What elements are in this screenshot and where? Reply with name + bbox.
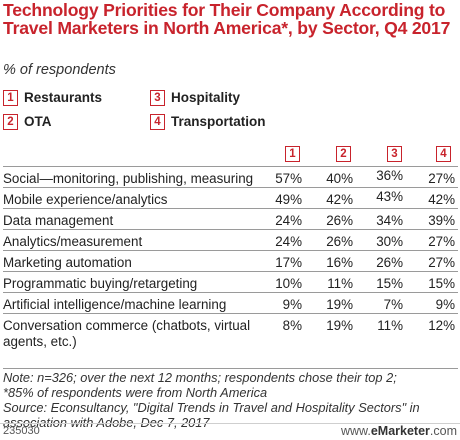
row-label: Analytics/measurement bbox=[3, 234, 143, 249]
table-row: Data management 24% 26% 34% 39% bbox=[3, 208, 458, 230]
source-line: association with Adobe, Dec 7, 2017 bbox=[3, 415, 210, 430]
row-label: Data management bbox=[3, 213, 114, 228]
value-cell: 9% bbox=[282, 297, 302, 312]
legend-number: 3 bbox=[150, 90, 165, 107]
table-row: Social—monitoring, publishing, measuring… bbox=[3, 166, 458, 188]
legend-item-hospitality: 3 Hospitality bbox=[150, 90, 241, 107]
value-cell: 26% bbox=[376, 255, 403, 270]
value-cell: 39% bbox=[428, 213, 455, 228]
value-cell: 19% bbox=[326, 318, 353, 333]
value-cell: 42% bbox=[428, 192, 455, 207]
legend-item-transportation: 4 Transportation bbox=[150, 114, 266, 131]
table-row: Artificial intelligence/machine learning… bbox=[3, 292, 458, 314]
column-header-1: 1 bbox=[285, 146, 300, 162]
column-header-2: 2 bbox=[336, 146, 351, 162]
table-row: Conversation commerce (chatbots, virtual… bbox=[3, 313, 458, 364]
value-cell: 30% bbox=[376, 234, 403, 249]
value-cell: 11% bbox=[377, 318, 403, 333]
value-cell: 16% bbox=[326, 255, 353, 270]
legend-number: 2 bbox=[3, 114, 18, 131]
row-label: Programmatic buying/retargeting bbox=[3, 276, 198, 291]
row-label: Marketing automation bbox=[3, 255, 132, 270]
column-header-3: 3 bbox=[387, 146, 402, 162]
value-cell: 19% bbox=[326, 297, 353, 312]
row-label: Mobile experience/analytics bbox=[3, 192, 168, 207]
source-line: Source: Econsultancy, "Digital Trends in… bbox=[3, 400, 420, 415]
value-cell: 36% bbox=[376, 168, 403, 183]
value-cell: 34% bbox=[376, 213, 403, 228]
column-header-4: 4 bbox=[436, 146, 451, 162]
value-cell: 26% bbox=[326, 213, 353, 228]
value-cell: 11% bbox=[327, 276, 353, 291]
note-line: Note: n=326; over the next 12 months; re… bbox=[3, 370, 397, 385]
row-label: Artificial intelligence/machine learning bbox=[3, 297, 227, 312]
legend-item-ota: 2 OTA bbox=[3, 114, 52, 131]
value-cell: 40% bbox=[326, 171, 353, 186]
table-row: Analytics/measurement 24% 26% 30% 27% bbox=[3, 229, 458, 251]
chart-notes: Note: n=326; over the next 12 months; re… bbox=[3, 368, 458, 430]
table-row: Mobile experience/analytics 49% 42% 43% 42% bbox=[3, 187, 458, 209]
legend-item-restaurants: 1 Restaurants bbox=[3, 90, 103, 107]
legend-label: Hospitality bbox=[171, 90, 241, 105]
value-cell: 7% bbox=[383, 297, 403, 312]
value-cell: 10% bbox=[275, 276, 302, 291]
chart-id: 235030 bbox=[3, 425, 40, 437]
chart-subtitle: % of respondents bbox=[3, 62, 116, 78]
chart-title: Technology Priorities for Their Company … bbox=[3, 0, 451, 38]
value-cell: 42% bbox=[326, 192, 353, 207]
legend-label: Restaurants bbox=[24, 90, 103, 105]
table-row: Marketing automation 17% 16% 26% 27% bbox=[3, 250, 458, 272]
value-cell: 9% bbox=[435, 297, 455, 312]
value-cell: 57% bbox=[275, 171, 302, 186]
value-cell: 27% bbox=[428, 255, 455, 270]
value-cell: 15% bbox=[376, 276, 403, 291]
footer: 235030 www.eMarketer.com bbox=[0, 423, 460, 440]
value-cell: 49% bbox=[275, 192, 302, 207]
legend-number: 4 bbox=[150, 114, 165, 131]
row-label: Social—monitoring, publishing, measuring bbox=[3, 171, 254, 186]
value-cell: 15% bbox=[428, 276, 455, 291]
value-cell: 24% bbox=[275, 234, 302, 249]
value-cell: 8% bbox=[282, 318, 302, 333]
legend-number: 1 bbox=[3, 90, 18, 107]
value-cell: 26% bbox=[326, 234, 353, 249]
value-cell: 24% bbox=[275, 213, 302, 228]
value-cell: 17% bbox=[275, 255, 302, 270]
value-cell: 12% bbox=[428, 318, 455, 333]
row-label: Conversation commerce (chatbots, virtual… bbox=[3, 318, 251, 349]
value-cell: 43% bbox=[376, 189, 403, 204]
table-row: Programmatic buying/retargeting 10% 11% 15%… bbox=[3, 271, 458, 293]
value-cell: 27% bbox=[428, 234, 455, 249]
brand-logo: www.eMarketer.com bbox=[340, 424, 457, 438]
note-line: *85% of respondents were from North Amer… bbox=[3, 385, 268, 400]
legend-label: OTA bbox=[24, 114, 52, 129]
value-cell: 27% bbox=[428, 171, 455, 186]
legend-label: Transportation bbox=[171, 114, 266, 129]
